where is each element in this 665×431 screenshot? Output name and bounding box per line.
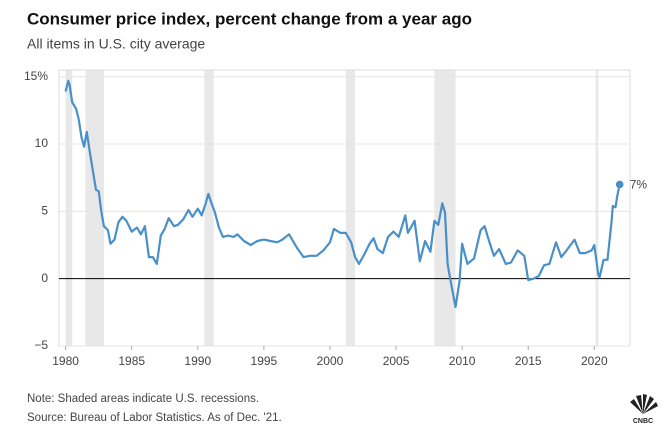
x-tick-label: 1995 xyxy=(251,354,278,368)
x-tick-label: 1985 xyxy=(118,354,145,368)
recession-band xyxy=(434,70,456,346)
x-tick-label: 2005 xyxy=(383,354,410,368)
end-point xyxy=(615,180,624,189)
line xyxy=(64,79,621,309)
x-tick-label: 1980 xyxy=(52,354,79,368)
logo: CNBC xyxy=(633,418,653,425)
y-tick-label: 0 xyxy=(41,271,48,285)
chart-subtitle: All items in U.S. city average xyxy=(27,36,205,52)
recession-band xyxy=(85,70,104,346)
y-tick-label: −5 xyxy=(34,338,48,352)
logo-icon xyxy=(630,394,658,414)
annotation: 7% xyxy=(630,178,648,192)
recession-band xyxy=(204,70,214,346)
y-tick-label: 5 xyxy=(41,204,48,218)
y-tick-label: 10 xyxy=(35,136,49,150)
x-tick-label: 1990 xyxy=(184,354,211,368)
plot-frame xyxy=(58,69,631,347)
x-tick-label: 2010 xyxy=(449,354,476,368)
y-tick-label: 15% xyxy=(24,69,48,83)
recession-band xyxy=(65,70,73,346)
note: Note: Shaded areas indicate U.S. recessi… xyxy=(27,393,259,405)
x-tick-label: 2015 xyxy=(515,354,542,368)
source: Source: Bureau of Labor Statistics. As o… xyxy=(27,412,282,424)
x-tick-label: 2020 xyxy=(581,354,608,368)
x-tick-label: 2000 xyxy=(317,354,344,368)
chart-title: Consumer price index, percent change fro… xyxy=(27,9,472,28)
recession-band xyxy=(595,70,599,346)
recession-band xyxy=(345,70,356,346)
